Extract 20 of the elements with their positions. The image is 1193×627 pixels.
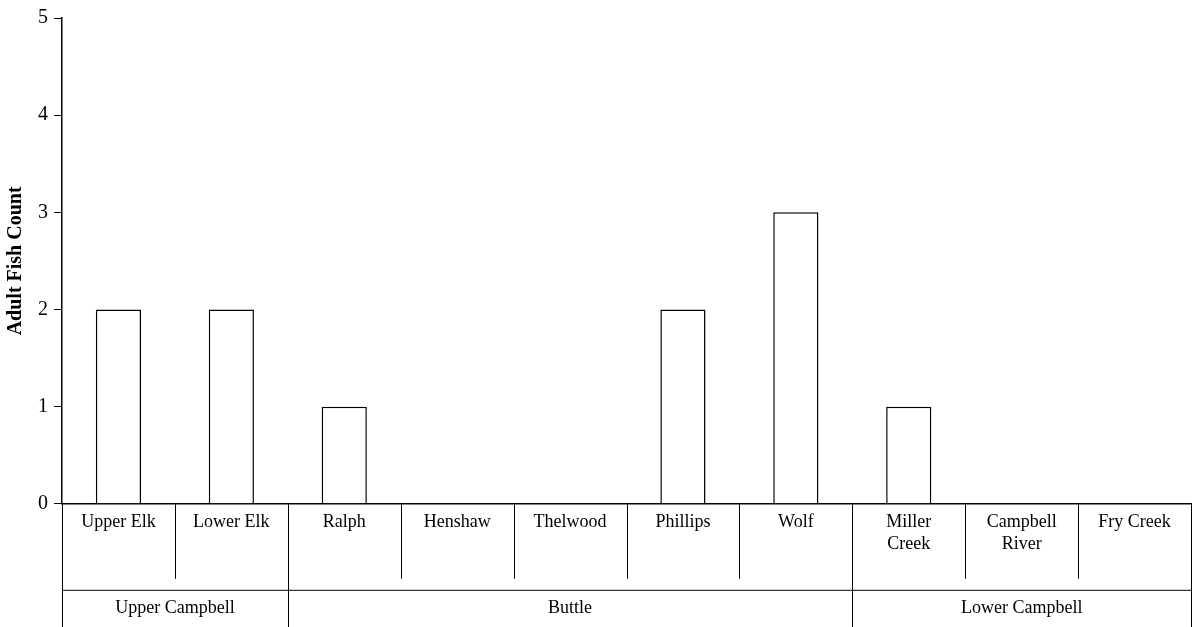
y-tick-label: 5 (38, 5, 48, 28)
x-tick-label: Thelwood (533, 511, 607, 532)
y-axis-title: Adult Fish Count (3, 186, 26, 336)
text: Upper Campbell (115, 596, 235, 617)
text: Lower Campbell (960, 596, 1083, 617)
x-tick-label: Lower Elk (193, 511, 270, 532)
y-tick-label: 4 (38, 102, 48, 125)
x-tick-label: Ralph (322, 511, 366, 532)
x-tick-label: Miller Creek (886, 511, 932, 553)
y-tick-label: 3 (38, 199, 48, 222)
y-tick-label: 2 (38, 296, 48, 319)
x-tick-label: Wolf (778, 511, 814, 532)
x-tick-label: Henshaw (423, 511, 491, 532)
x-tick-label: Phillips (655, 511, 711, 532)
y-tick-label: 0 (38, 491, 48, 514)
x-tick-label: Upper Elk (81, 511, 156, 532)
x-tick-label: Campbell River (986, 511, 1057, 553)
y-tick-label: 1 (38, 393, 48, 416)
x-tick-label: Fry Creek (1098, 511, 1171, 532)
text: Buttle (548, 596, 593, 617)
